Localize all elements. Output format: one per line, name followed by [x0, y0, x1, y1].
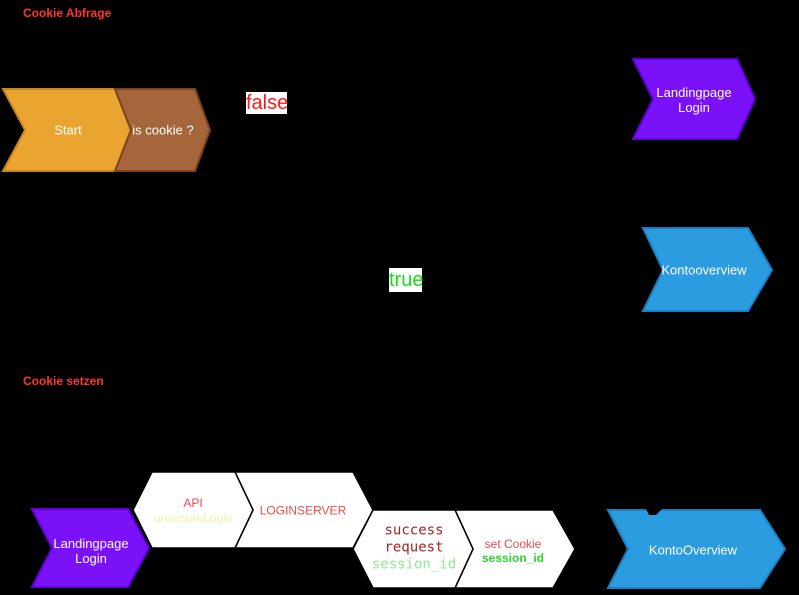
kontooverview-bottom-arrow: [606, 509, 787, 589]
start-label: Start: [54, 122, 82, 138]
api-label-line1: API: [183, 496, 203, 510]
kontooverview-top-label: Kontooverview: [661, 262, 747, 278]
kontooverview-top-arrow: [641, 227, 774, 312]
kontooverview-bottom-label: KontoOverview: [648, 542, 738, 558]
is-cookie-arrow: [113, 88, 212, 172]
set-cookie-label: set Cookie session_id: [482, 537, 544, 565]
success-label-line3: session_id: [371, 556, 457, 573]
false-badge: false: [246, 92, 289, 114]
true-badge: true: [389, 268, 424, 292]
landingpage-login-top-arrow: [631, 58, 757, 140]
success-label-line2: request: [384, 539, 444, 556]
set-cookie-line1: set Cookie: [484, 537, 542, 551]
landingpage-login-bottom-label: Landingpage Login: [53, 536, 128, 566]
success-label-line1: success: [384, 522, 444, 539]
landingpage-top-line1: Landingpage: [656, 85, 732, 100]
section-title-cookie-setzen: Cookie setzen: [23, 374, 104, 388]
set-cookie-line2: session_id: [481, 551, 545, 565]
artifact-notch: [646, 509, 662, 515]
landingpage-bottom-line1: Landingpage: [53, 536, 129, 551]
api-label-line2: unsecureLogin: [153, 511, 233, 525]
landingpage-login-bottom-arrow: [30, 508, 151, 588]
loginserver-label: LOGINSERVER: [259, 503, 347, 518]
landingpage-login-top-label: Landingpage Login: [656, 85, 731, 115]
section-title-cookie-abfrage: Cookie Abfrage: [23, 6, 112, 20]
api-shape: [132, 471, 254, 549]
success-shape: [352, 509, 474, 589]
api-label: API unsecureLogin: [154, 496, 233, 526]
landingpage-bottom-line2: Login: [75, 551, 107, 566]
is-cookie-label: is cookie ?: [132, 122, 194, 138]
landingpage-top-line2: Login: [678, 100, 710, 115]
success-label: success request session_id: [372, 523, 456, 574]
